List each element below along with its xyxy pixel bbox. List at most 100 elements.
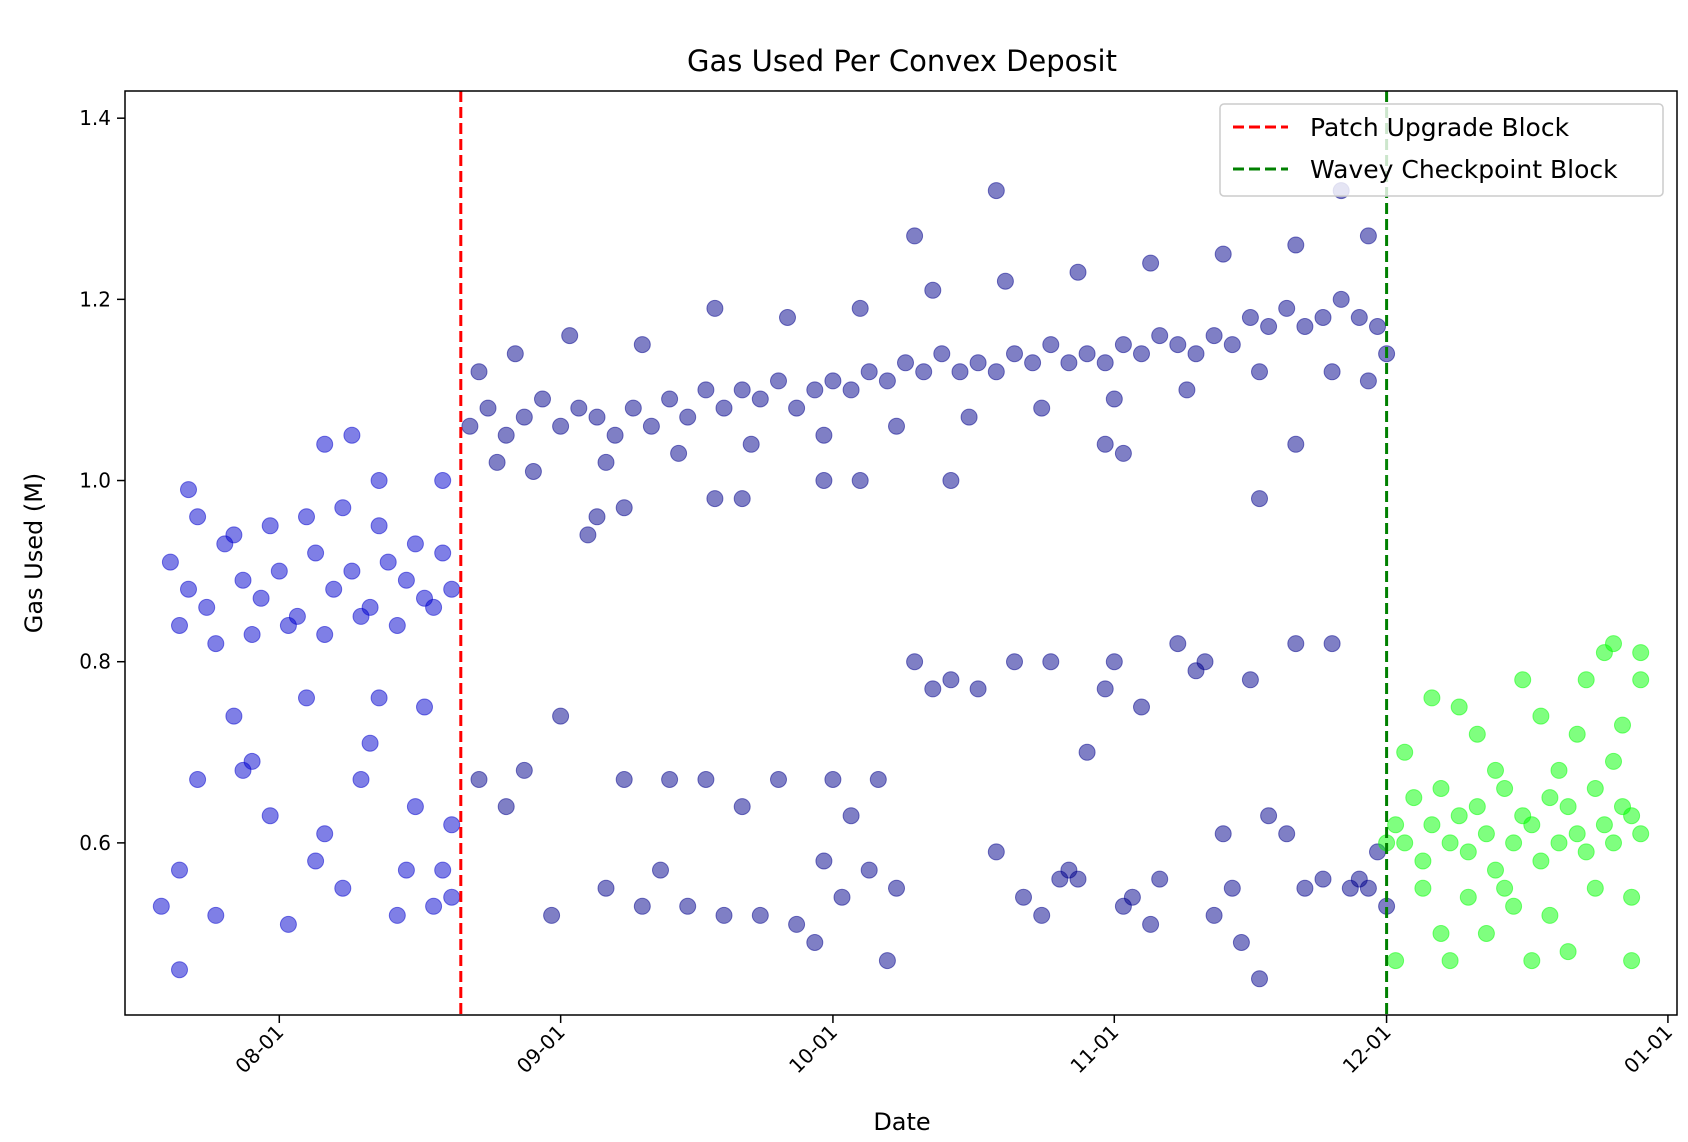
- scatter-point: [733, 381, 751, 399]
- scatter-point: [715, 906, 733, 924]
- scatter-point: [1205, 327, 1223, 345]
- scatter-point: [461, 417, 479, 435]
- scatter-point: [606, 426, 624, 444]
- scatter-point: [633, 897, 651, 915]
- scatter-point: [1069, 870, 1087, 888]
- scatter-point: [661, 390, 679, 408]
- scatter-point: [897, 354, 914, 372]
- scatter-point: [842, 381, 860, 399]
- scatter-point: [806, 381, 824, 399]
- scatter-point: [1559, 798, 1577, 816]
- y-tick-label: 1.0: [79, 469, 111, 493]
- scatter-point: [770, 372, 787, 390]
- scatter-point: [996, 272, 1014, 290]
- scatter-point: [443, 816, 461, 834]
- scatter-point: [1441, 834, 1459, 852]
- scatter-point: [1114, 336, 1132, 354]
- scatter-point: [1241, 671, 1259, 689]
- y-tick-label: 1.4: [79, 106, 111, 130]
- scatter-point: [1096, 680, 1114, 698]
- legend: Patch Upgrade Block Wavey Checkpoint Blo…: [1219, 103, 1664, 197]
- scatter-point: [325, 580, 343, 598]
- plot-frame: [124, 90, 1678, 1016]
- scatter-point: [1496, 780, 1514, 797]
- scatter-point: [1042, 653, 1060, 671]
- scatter-point: [1405, 789, 1423, 807]
- scatter-point: [906, 653, 924, 671]
- scatter-point: [942, 472, 960, 489]
- scatter-point: [1559, 943, 1577, 961]
- scatter-point: [234, 571, 252, 589]
- scatter-point: [152, 897, 170, 915]
- scatter-point: [833, 888, 851, 906]
- scatter-point: [1296, 879, 1314, 897]
- scatter-point: [815, 852, 833, 870]
- scatter-point: [1632, 671, 1650, 689]
- scatter-point: [1133, 698, 1150, 716]
- scatter-point: [316, 435, 334, 453]
- scatter-point: [1487, 761, 1504, 779]
- legend-box: [1219, 103, 1664, 197]
- scatter-point: [788, 399, 806, 417]
- scatter-point: [1296, 318, 1314, 335]
- scatter-point: [279, 617, 297, 634]
- scatter-point: [180, 580, 197, 598]
- scatter-point: [470, 771, 488, 788]
- scatter-point: [888, 417, 905, 435]
- scatter-point: [878, 952, 896, 970]
- scatter-point: [1550, 834, 1568, 852]
- scatter-point: [1015, 888, 1032, 906]
- scatter-point: [815, 426, 833, 444]
- scatter-point: [1105, 653, 1123, 671]
- scatter-point: [1033, 399, 1051, 417]
- scatter-point: [1178, 381, 1196, 399]
- scatter-point: [706, 490, 724, 508]
- scatter-point: [597, 879, 615, 897]
- reference-lines: [459, 91, 1389, 1015]
- scatter-point: [443, 888, 461, 906]
- scatter-point: [171, 961, 188, 979]
- scatter-point: [343, 426, 361, 444]
- scatter-point: [552, 707, 570, 725]
- scatter-point: [679, 408, 697, 426]
- scatter-point: [1232, 934, 1250, 951]
- scatter-point: [1505, 897, 1523, 915]
- scatter-point: [570, 399, 588, 417]
- scatter-point: [1432, 925, 1450, 942]
- scatter-point: [1568, 725, 1586, 743]
- scatter-point: [969, 680, 987, 698]
- scatter-point: [1287, 635, 1305, 653]
- scatter-point: [851, 299, 869, 317]
- scatter-point: [670, 444, 688, 462]
- scatter-point: [1387, 816, 1405, 834]
- scatter-points: [152, 182, 1650, 988]
- y-tick-label: 1.2: [79, 287, 111, 311]
- scatter-point: [1459, 888, 1477, 906]
- scatter-point: [1359, 372, 1377, 390]
- scatter-point: [370, 517, 388, 535]
- scatter-point: [1287, 435, 1305, 453]
- scatter-point: [1169, 336, 1187, 354]
- chart-title: Gas Used Per Convex Deposit: [687, 44, 1117, 78]
- scatter-point: [198, 598, 216, 616]
- scatter-point: [1623, 888, 1641, 906]
- scatter-point: [1623, 952, 1641, 970]
- scatter-point: [579, 526, 597, 544]
- scatter-point: [397, 571, 415, 589]
- scatter-point: [1196, 653, 1214, 671]
- scatter-point: [307, 852, 325, 870]
- scatter-point: [588, 408, 606, 426]
- scatter-point: [751, 390, 769, 408]
- scatter-point: [588, 508, 606, 526]
- scatter-point: [633, 336, 651, 354]
- scatter-point: [1459, 843, 1477, 861]
- scatter-point: [1441, 952, 1459, 970]
- scatter-point: [552, 417, 570, 435]
- scatter-point: [1006, 653, 1023, 671]
- scatter-point: [1169, 635, 1187, 653]
- scatter-point: [334, 879, 352, 897]
- scatter-point: [1359, 227, 1377, 245]
- scatter-point: [388, 906, 406, 924]
- scatter-point: [661, 771, 679, 788]
- scatter-point: [733, 490, 751, 508]
